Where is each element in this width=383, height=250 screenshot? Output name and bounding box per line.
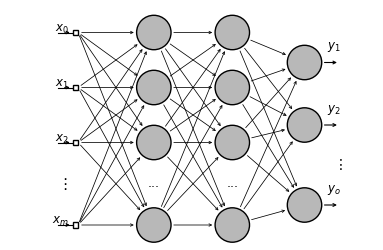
Circle shape bbox=[287, 108, 322, 142]
Circle shape bbox=[137, 15, 171, 50]
Text: $y_o$: $y_o$ bbox=[327, 183, 341, 197]
Bar bbox=[73, 30, 78, 35]
Circle shape bbox=[287, 188, 322, 222]
Text: $y_1$: $y_1$ bbox=[327, 40, 341, 54]
Text: $x_0$: $x_0$ bbox=[55, 23, 69, 36]
Text: $x_1$: $x_1$ bbox=[55, 78, 69, 91]
Text: $x_2$: $x_2$ bbox=[55, 133, 69, 146]
Bar bbox=[73, 140, 78, 145]
Circle shape bbox=[287, 45, 322, 80]
Circle shape bbox=[137, 125, 171, 160]
Text: $\vdots$: $\vdots$ bbox=[57, 176, 67, 192]
Text: ...: ... bbox=[148, 177, 160, 190]
Circle shape bbox=[137, 70, 171, 105]
Circle shape bbox=[137, 208, 171, 242]
Text: $\vdots$: $\vdots$ bbox=[333, 158, 343, 172]
Text: ...: ... bbox=[226, 177, 238, 190]
Circle shape bbox=[215, 15, 250, 50]
Circle shape bbox=[215, 125, 250, 160]
Text: $x_m$: $x_m$ bbox=[52, 215, 69, 228]
Circle shape bbox=[215, 70, 250, 105]
Bar bbox=[73, 85, 78, 90]
Bar bbox=[73, 222, 78, 228]
Circle shape bbox=[215, 208, 250, 242]
Text: $y_2$: $y_2$ bbox=[327, 103, 341, 117]
